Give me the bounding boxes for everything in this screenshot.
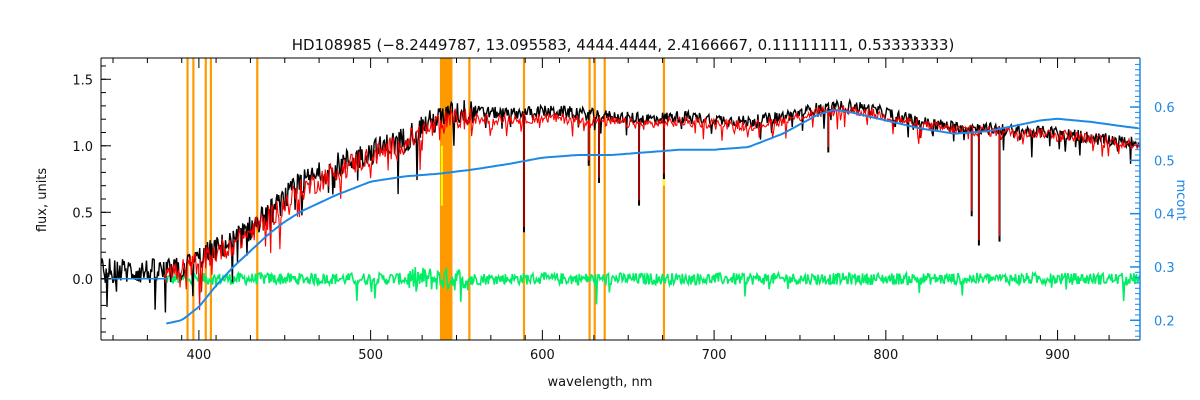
y2-tick-label: 0.4 [1154,208,1175,223]
x-tick-label: 600 [530,348,555,363]
y2-tick-label: 0.5 [1154,154,1175,169]
x-tick-label: 400 [186,348,211,363]
x-tick-label: 800 [873,348,898,363]
series-continuum [166,108,1139,325]
y2-tick-label: 0.2 [1154,314,1175,329]
chart-title: HD108985 (−8.2449787, 13.095583, 4444.44… [292,36,955,54]
x-tick-label: 900 [1045,348,1070,363]
series-residual [164,267,1141,305]
x-axis-label: wavelength, nm [548,375,653,390]
plot-area: 400 500 600 700 800 900 0.0 0.5 1.0 1.5 0.2 0.3 0.4 0… [72,57,1175,363]
y-tick-label: 1.0 [72,140,93,155]
x-tick-label: 500 [358,348,383,363]
y2-axis-label: mcont [1173,179,1188,220]
y-tick-label: 0.0 [72,273,93,288]
y-tick-label: 1.5 [72,73,93,88]
y2-tick-label: 0.6 [1154,101,1175,116]
y2-tick-label: 0.3 [1154,261,1175,276]
series-model [163,104,1140,311]
y-axis-label: flux, units [35,168,50,233]
y-tick-label: 0.5 [72,206,93,221]
x-tick-label: 700 [702,348,727,363]
